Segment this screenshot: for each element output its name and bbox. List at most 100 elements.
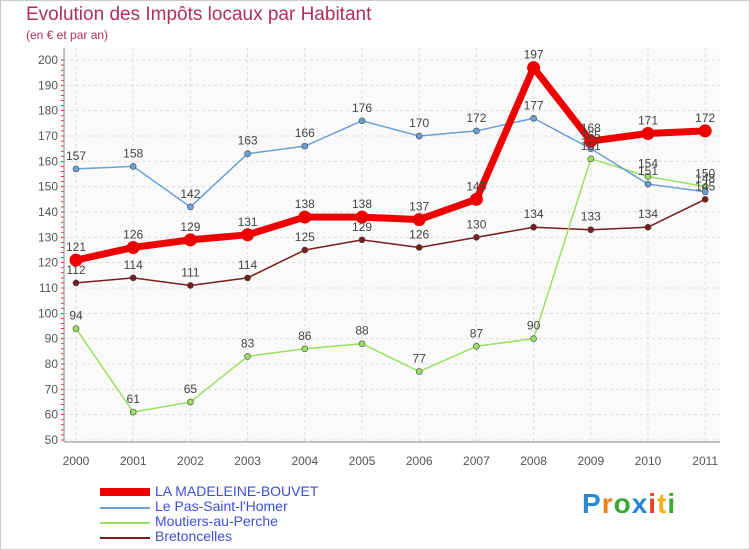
- y-tick-label: 200: [38, 53, 58, 67]
- data-label: 129: [352, 220, 372, 234]
- data-label: 150: [695, 167, 715, 181]
- data-label: 114: [124, 258, 143, 272]
- data-point: [244, 353, 251, 360]
- data-point: [301, 246, 309, 254]
- data-point: [355, 210, 369, 224]
- y-tick-label: 100: [38, 306, 58, 320]
- series-line-la-madeleine-bouvet: [72, 64, 709, 264]
- data-label: 131: [238, 215, 258, 229]
- data-label: 137: [409, 200, 429, 214]
- data-point: [473, 127, 480, 135]
- data-point: [301, 142, 309, 150]
- data-point: [358, 236, 366, 244]
- data-label: 87: [470, 326, 484, 340]
- data-point: [187, 282, 194, 289]
- logo-letter: i: [667, 488, 677, 519]
- data-point: [129, 408, 137, 416]
- data-label: 111: [181, 265, 200, 279]
- data-label: 134: [638, 207, 658, 221]
- y-tick-label: 50: [45, 433, 59, 447]
- data-point: [530, 335, 537, 342]
- chart-title: Evolution des Impôts locaux par Habitant: [26, 4, 372, 25]
- x-tick-label: 2008: [520, 454, 547, 468]
- data-point: [301, 345, 309, 353]
- x-tick-label: 2002: [177, 454, 204, 468]
- data-point: [701, 188, 709, 196]
- data-label: 154: [638, 157, 658, 171]
- y-tick-label: 160: [38, 154, 58, 168]
- data-point: [298, 210, 312, 224]
- data-label: 148: [695, 172, 715, 186]
- data-point: [72, 165, 80, 173]
- data-label: 65: [184, 382, 198, 396]
- data-point: [641, 126, 655, 140]
- data-point: [244, 150, 251, 158]
- legend-label: LA MADELEINE-BOUVET: [155, 483, 319, 499]
- data-label: 170: [409, 116, 429, 130]
- y-tick-label: 190: [38, 78, 58, 92]
- data-label: 138: [352, 197, 372, 211]
- y-tick-label: 110: [39, 281, 58, 295]
- data-label: 151: [638, 164, 658, 178]
- y-tick-label: 60: [45, 408, 59, 422]
- logo-letter: x: [631, 488, 649, 519]
- data-point: [644, 180, 652, 188]
- data-label: 145: [695, 179, 715, 193]
- data-label: 161: [581, 139, 601, 153]
- y-tick-label: 140: [38, 205, 58, 219]
- data-label: 172: [466, 111, 486, 125]
- data-point: [183, 233, 197, 247]
- data-label: 88: [355, 324, 369, 338]
- y-tick-label: 180: [38, 104, 58, 118]
- data-label: 121: [66, 240, 86, 254]
- data-label: 61: [127, 392, 141, 406]
- x-tick-label: 2009: [577, 454, 604, 468]
- data-label: 94: [69, 309, 83, 323]
- x-tick-label: 2000: [63, 454, 90, 468]
- data-label: 176: [352, 101, 372, 115]
- data-label: 86: [298, 329, 312, 343]
- data-point: [72, 279, 80, 287]
- data-point: [241, 228, 255, 242]
- logo-letter: o: [613, 488, 632, 519]
- x-tick-label: 2003: [234, 454, 261, 468]
- data-label: 126: [123, 227, 143, 241]
- y-tick-label: 90: [45, 332, 59, 346]
- data-label: 166: [295, 126, 315, 140]
- data-label: 126: [409, 227, 429, 241]
- data-point: [584, 134, 598, 148]
- data-point: [469, 192, 483, 206]
- y-tick-label: 120: [38, 256, 58, 270]
- data-point: [358, 340, 366, 348]
- data-point: [644, 223, 652, 231]
- data-label: 172: [695, 111, 715, 125]
- data-label: 165: [581, 129, 601, 143]
- y-tick-label: 170: [38, 129, 58, 143]
- legend-label: Le Pas-Saint-l'Homer: [155, 498, 288, 514]
- data-point: [473, 234, 480, 241]
- data-label: 130: [466, 217, 486, 231]
- data-label: 133: [581, 210, 601, 224]
- legend-swatch: [100, 537, 150, 539]
- x-tick-label: 2011: [692, 454, 718, 468]
- data-label: 83: [241, 336, 255, 350]
- legend-label: Moutiers-au-Perche: [155, 513, 278, 529]
- series-line-le-pas-saint-l-homer: [75, 117, 706, 208]
- data-label: 157: [66, 149, 86, 163]
- data-point: [644, 173, 652, 180]
- x-tick-label: 2005: [349, 454, 376, 468]
- legend-swatch: [100, 507, 150, 509]
- data-label: 197: [524, 48, 544, 62]
- data-point: [698, 124, 712, 138]
- logo-letter: t: [657, 488, 668, 519]
- x-tick-label: 2007: [463, 454, 490, 468]
- legend-swatch: [100, 522, 150, 524]
- data-label: 134: [524, 207, 544, 221]
- data-label: 138: [295, 197, 315, 211]
- x-tick-label: 2006: [406, 454, 433, 468]
- data-label: 129: [180, 220, 200, 234]
- data-point: [527, 61, 541, 75]
- data-point: [187, 203, 194, 211]
- data-point: [701, 196, 709, 203]
- data-point: [412, 213, 426, 227]
